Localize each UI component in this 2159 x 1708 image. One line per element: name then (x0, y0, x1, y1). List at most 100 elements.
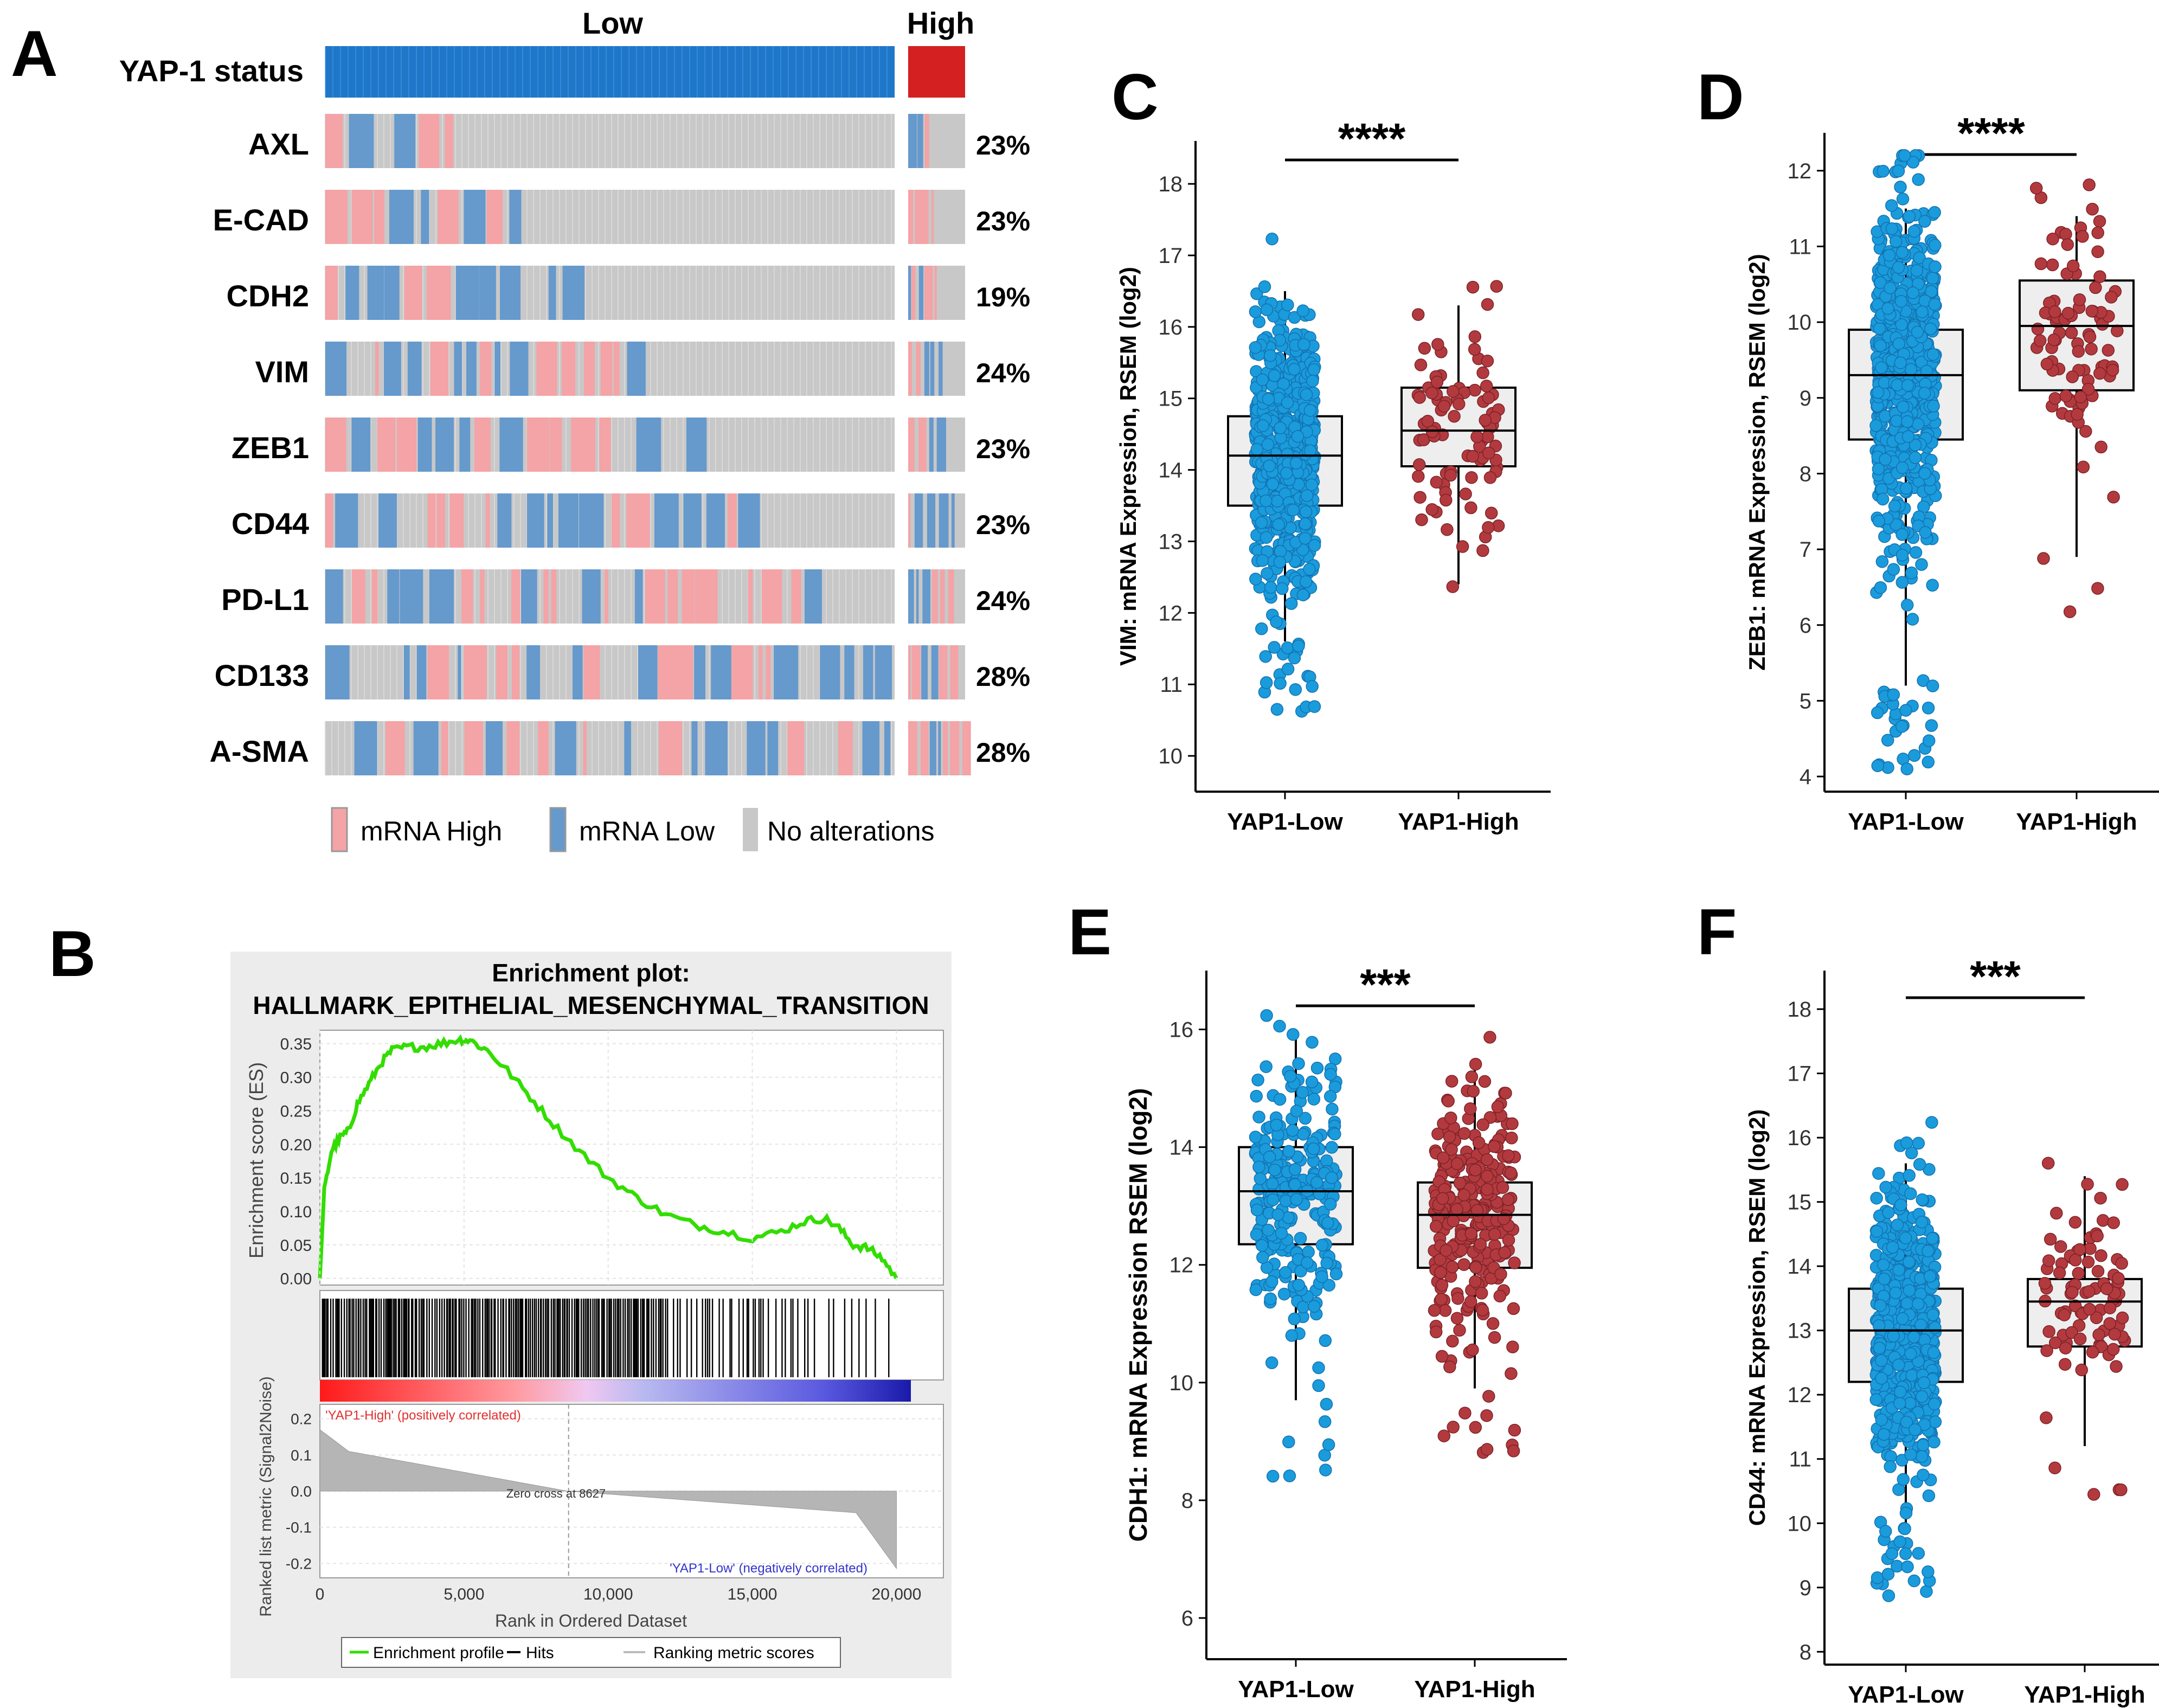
mrna-low-cell (638, 645, 658, 699)
data-point (2061, 238, 2074, 251)
mrna-low-cell (459, 418, 471, 472)
data-point (1926, 579, 1939, 592)
mrna-high-cell (441, 721, 448, 775)
data-point (1444, 468, 1457, 482)
data-point (1469, 1057, 1482, 1071)
data-point (1480, 1443, 1494, 1456)
data-point (1919, 526, 1932, 539)
data-point (2048, 1336, 2062, 1350)
zero-cross-label: Zero cross at 8627 (506, 1487, 606, 1500)
mrna-high-cell (464, 721, 483, 775)
data-point (1914, 1318, 1927, 1332)
data-point (1894, 356, 1907, 369)
data-point (1922, 734, 1936, 747)
data-point (1881, 1568, 1895, 1581)
mrna-high-cell (511, 645, 520, 699)
data-point (1296, 304, 1309, 317)
data-point (2072, 1267, 2085, 1280)
mrna-low-cell (497, 493, 512, 548)
data-point (1907, 1574, 1921, 1588)
data-point (2040, 1411, 2053, 1424)
y-tick-label: 11 (1789, 235, 1811, 259)
data-point (1901, 378, 1914, 392)
data-point (1901, 1560, 1914, 1574)
data-point (1310, 1062, 1324, 1075)
significance-stars: **** (1957, 109, 2025, 157)
mrna-high-cell (600, 342, 613, 396)
data-point (1890, 518, 1903, 531)
data-point (2034, 257, 2048, 271)
data-point (1488, 1228, 1501, 1241)
data-point (1918, 387, 1931, 400)
data-point (1913, 251, 1926, 265)
data-point (1909, 451, 1922, 464)
data-point (1890, 414, 1903, 427)
gene-label: E-CAD (213, 203, 309, 237)
data-point (1450, 1203, 1463, 1216)
data-point (1256, 554, 1269, 567)
data-point (1895, 246, 1909, 259)
legend-swatch-mrna-low (549, 807, 567, 852)
data-point (1909, 546, 1923, 559)
category-label: YAP1-Low (1848, 1681, 1964, 1708)
data-point (1255, 622, 1268, 635)
rank-x-tick-label: 10,000 (583, 1585, 633, 1603)
data-point (1926, 272, 1939, 285)
data-point (1881, 302, 1894, 315)
data-point (1927, 400, 1940, 413)
data-point (1506, 1117, 1519, 1131)
data-point (1296, 1086, 1309, 1099)
data-point (1256, 1251, 1269, 1264)
data-point (1262, 393, 1275, 406)
y-axis-label: VIM: mRNA Expression, RSEM (log2) (1115, 267, 1141, 666)
mrna-low-cell (458, 645, 461, 699)
data-point (1280, 466, 1293, 480)
high-group-cell (915, 190, 924, 244)
gene-percent: 28% (976, 662, 1030, 692)
high-group-cell (917, 114, 923, 168)
data-point (1900, 1415, 1913, 1429)
data-point (1466, 1343, 1479, 1357)
data-point (2058, 1358, 2072, 1371)
data-point (2065, 326, 2078, 339)
data-point (1274, 545, 1287, 558)
y-tick-label: 18 (1788, 998, 1812, 1022)
gsea-legend: Enrichment profile Hits Ranking metric s… (341, 1637, 841, 1668)
mrna-high-cell (759, 645, 763, 699)
gene-label: CD133 (215, 658, 309, 692)
mrna-low-cell (389, 190, 414, 244)
high-group-cell (950, 721, 960, 775)
data-point (1912, 1547, 1925, 1560)
data-point (1440, 493, 1453, 507)
data-point (1465, 471, 1478, 484)
data-point (2083, 1302, 2096, 1316)
data-point (1900, 1136, 1913, 1150)
gene-label: A-SMA (209, 734, 309, 768)
data-point (1270, 1119, 1283, 1132)
es-plot-area (319, 1030, 944, 1286)
data-point (1445, 1260, 1459, 1274)
data-point (1289, 457, 1303, 470)
data-point (1895, 576, 1909, 589)
mrna-low-cell (548, 266, 556, 320)
data-point (1468, 343, 1481, 356)
data-point (1908, 749, 1921, 762)
data-point (1299, 1112, 1312, 1125)
mrna-low-cell (509, 190, 522, 244)
data-point (1464, 1102, 1477, 1115)
data-point (1507, 1444, 1520, 1457)
mrna-high-cell (427, 493, 436, 548)
mrna-high-cell (506, 721, 520, 775)
rank-x-tick-label: 15,000 (728, 1585, 778, 1603)
data-point (1464, 1295, 1477, 1308)
data-point (1925, 1116, 1938, 1129)
mrna-low-cell (691, 721, 698, 775)
data-point (2092, 1328, 2105, 1341)
panel-f-cd44-boxplot: 8 9 10 11 12 13 14 15 16 17 18 CD44: mRNA Expressio… (1744, 952, 2159, 1708)
data-point (1928, 1397, 1941, 1410)
gsea-title-line2: HALLMARK_EPITHELIAL_MESENCHYMAL_TRANSITI… (253, 991, 929, 1019)
category-label: YAP1-Low (1227, 808, 1343, 835)
data-point (1917, 674, 1930, 687)
mrna-high-cell (543, 569, 549, 624)
significance-stars: **** (1338, 114, 1406, 163)
